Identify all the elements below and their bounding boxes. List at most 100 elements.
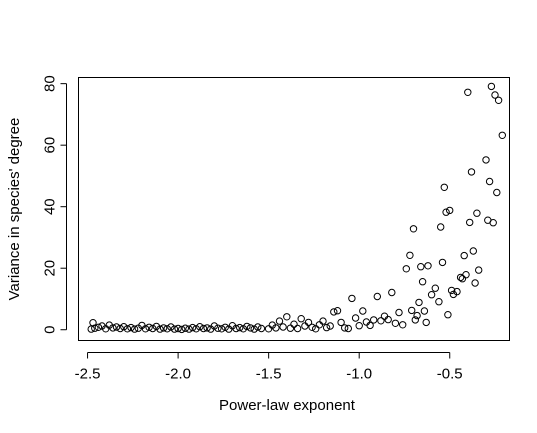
data-point bbox=[406, 251, 414, 260]
data-point bbox=[185, 325, 193, 333]
data-point bbox=[337, 318, 345, 327]
data-point bbox=[399, 321, 407, 329]
data-point bbox=[181, 324, 190, 332]
data-point bbox=[91, 324, 99, 332]
data-point bbox=[388, 288, 396, 297]
data-point bbox=[283, 313, 291, 321]
data-point bbox=[469, 247, 477, 255]
data-point bbox=[391, 319, 400, 327]
data-point bbox=[217, 325, 226, 333]
data-point bbox=[178, 325, 186, 334]
data-point bbox=[462, 271, 470, 279]
data-point bbox=[427, 291, 436, 299]
data-point bbox=[442, 208, 450, 216]
data-point bbox=[482, 156, 490, 164]
data-point bbox=[254, 323, 262, 331]
data-point bbox=[431, 284, 439, 292]
data-point bbox=[341, 324, 349, 332]
data-point bbox=[471, 279, 479, 287]
y-tick-label: 60 bbox=[42, 137, 59, 154]
data-point bbox=[174, 324, 182, 333]
y-tick-label: 40 bbox=[42, 198, 59, 215]
data-point bbox=[304, 318, 313, 327]
data-point bbox=[145, 323, 153, 331]
data-point bbox=[109, 324, 117, 332]
data-point bbox=[460, 251, 468, 260]
data-point bbox=[319, 317, 327, 325]
data-point bbox=[264, 325, 273, 333]
data-point bbox=[167, 323, 175, 331]
data-point bbox=[424, 262, 432, 270]
data-point bbox=[141, 325, 150, 333]
data-point bbox=[232, 324, 240, 333]
data-point bbox=[322, 323, 331, 332]
data-point bbox=[438, 258, 447, 267]
data-point bbox=[444, 311, 452, 319]
plot-frame-box bbox=[78, 77, 510, 341]
data-point bbox=[163, 325, 171, 333]
data-point bbox=[214, 324, 222, 332]
data-point bbox=[279, 323, 287, 331]
data-point bbox=[112, 323, 121, 331]
data-point bbox=[493, 188, 501, 197]
data-point bbox=[199, 324, 208, 333]
data-point bbox=[130, 325, 139, 333]
plot-frame bbox=[78, 77, 510, 341]
data-point bbox=[170, 325, 179, 333]
data-point bbox=[301, 322, 309, 330]
data-point bbox=[159, 324, 168, 332]
data-point bbox=[149, 324, 157, 333]
y-axis: 0 20 40 60 80 bbox=[42, 75, 67, 334]
data-point bbox=[250, 325, 258, 333]
points-layer bbox=[87, 82, 506, 334]
data-point bbox=[272, 324, 280, 332]
data-point bbox=[395, 308, 403, 317]
data-point bbox=[326, 322, 334, 330]
data-point bbox=[297, 315, 305, 323]
data-point bbox=[417, 263, 425, 271]
data-point bbox=[286, 324, 295, 332]
x-tick-label: -2.5 bbox=[75, 366, 101, 383]
data-point bbox=[333, 307, 342, 315]
data-point bbox=[377, 317, 385, 325]
data-point bbox=[435, 298, 443, 306]
data-point bbox=[355, 322, 363, 330]
data-point bbox=[485, 177, 494, 186]
y-tick-label: 0 bbox=[42, 326, 59, 334]
data-point bbox=[413, 311, 421, 320]
x-tick-label: -0.5 bbox=[437, 366, 463, 383]
data-point bbox=[257, 324, 266, 333]
data-point bbox=[453, 287, 461, 296]
data-point bbox=[210, 322, 219, 330]
data-point bbox=[196, 323, 204, 331]
data-point bbox=[384, 315, 392, 324]
data-point bbox=[440, 183, 448, 192]
data-point bbox=[420, 307, 429, 315]
data-point bbox=[312, 325, 320, 333]
x-axis: -2.5 -2.0 -1.5 -1.0 -0.5 bbox=[75, 352, 463, 383]
data-point bbox=[380, 312, 389, 320]
data-point bbox=[362, 318, 371, 326]
data-point bbox=[315, 321, 324, 329]
data-point bbox=[330, 308, 338, 316]
data-point bbox=[489, 219, 497, 227]
data-point bbox=[437, 223, 445, 231]
data-point bbox=[467, 168, 476, 176]
data-point bbox=[308, 323, 316, 331]
data-point bbox=[447, 286, 456, 295]
data-point bbox=[466, 218, 474, 227]
data-point bbox=[188, 323, 197, 332]
data-point bbox=[422, 318, 430, 327]
y-axis-label: Variance in species' degree bbox=[6, 118, 23, 301]
x-tick-label: -1.5 bbox=[256, 366, 282, 383]
data-point bbox=[366, 321, 374, 330]
data-point bbox=[192, 325, 200, 333]
data-point bbox=[494, 96, 503, 105]
data-point bbox=[293, 324, 302, 333]
data-point bbox=[473, 209, 481, 217]
data-point bbox=[370, 316, 378, 324]
data-point bbox=[402, 265, 410, 273]
data-point bbox=[127, 323, 135, 332]
data-point bbox=[120, 323, 128, 331]
